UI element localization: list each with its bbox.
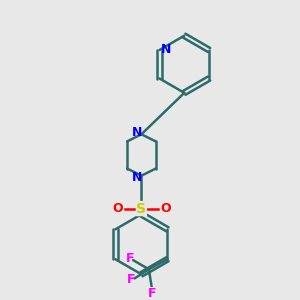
Text: F: F — [147, 287, 156, 300]
Text: F: F — [127, 273, 135, 286]
Text: S: S — [136, 202, 146, 216]
Text: N: N — [161, 44, 171, 56]
Text: O: O — [112, 202, 123, 215]
Text: N: N — [132, 171, 142, 184]
Text: N: N — [132, 126, 142, 139]
Text: F: F — [125, 252, 134, 265]
Text: O: O — [160, 202, 171, 215]
